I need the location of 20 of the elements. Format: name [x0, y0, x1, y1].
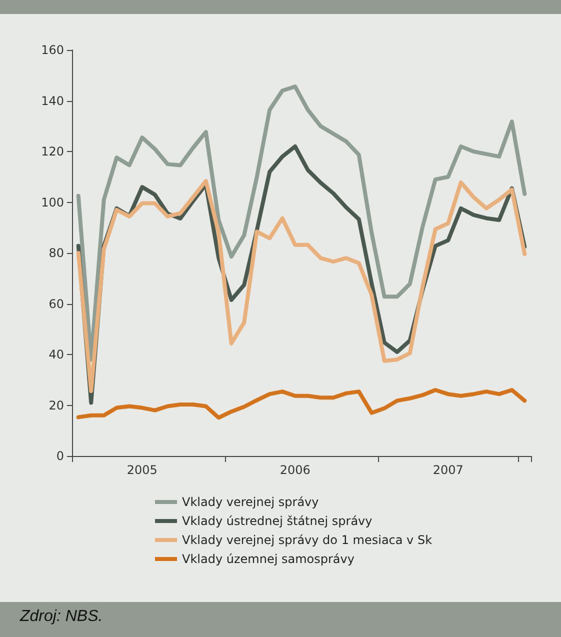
y-tick-label: 120	[41, 144, 64, 158]
x-tick-label: 2007	[432, 463, 464, 477]
y-tick-label: 80	[48, 246, 64, 260]
legend-label: Vklady územnej samosprávy	[182, 552, 354, 566]
line-series	[76, 388, 527, 420]
text: Zdroj: NBS.	[20, 608, 103, 626]
y-tick-label: 20	[48, 398, 64, 412]
legend-label: Vklady verejnej správy do 1 mesiaca v Sk	[182, 533, 432, 547]
y-tick-label: 160	[41, 43, 64, 57]
line-series	[76, 84, 527, 362]
y-tick-label: 40	[48, 348, 64, 362]
y-tick-label: 100	[41, 195, 64, 210]
x-tick-label: 2006	[280, 463, 310, 477]
y-tick-label: 0	[56, 449, 64, 463]
x-tick-label: 2005	[126, 463, 158, 477]
legend-label: Vklady verejnej správy	[182, 495, 319, 509]
legend-label: Vklady ústrednej štátnej správy	[182, 514, 372, 528]
line-series	[76, 178, 527, 394]
y-tick-label: 140	[41, 94, 64, 108]
y-tick-label: 60	[48, 296, 64, 311]
